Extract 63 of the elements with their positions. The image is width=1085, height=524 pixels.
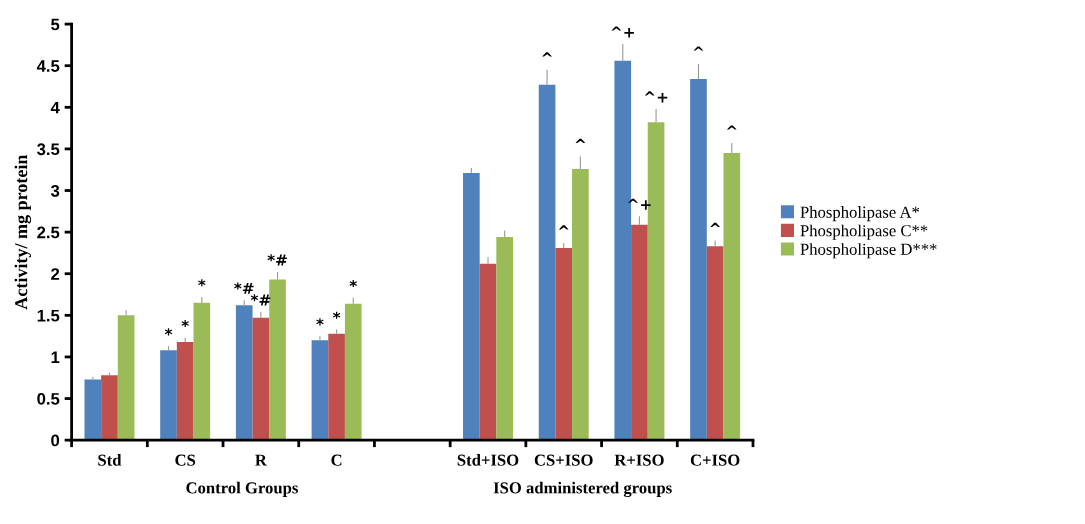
bar [193, 302, 211, 441]
bar [160, 350, 177, 441]
data-label: * [164, 328, 173, 336]
y-tick-label: 4 [50, 101, 60, 114]
data-label: * [332, 311, 341, 319]
y-tick-label: 0.5 [37, 392, 60, 405]
bar [311, 340, 329, 441]
bar [328, 333, 345, 441]
legend-label: Phospholipase D*** [800, 243, 937, 259]
data-label: ^ [693, 46, 704, 51]
y-tick-label: 1 [51, 351, 60, 363]
bar [252, 317, 270, 441]
data-label: ^ [558, 225, 569, 230]
data-label: ^+ [644, 91, 668, 103]
y-axis-title: Activity/ mg protein [14, 154, 32, 310]
bar [84, 379, 102, 441]
bar [555, 247, 573, 441]
data-label: ^ [726, 125, 737, 130]
x-tick-label: R [255, 454, 268, 466]
bar [690, 79, 707, 441]
data-label: *# [234, 282, 254, 294]
y-tick-label: 4.5 [36, 60, 60, 72]
bar [344, 303, 362, 441]
bar [723, 153, 741, 441]
data-label: * [181, 319, 189, 328]
y-tick-label: 3.5 [37, 143, 60, 156]
x-tick-label: CS [175, 454, 196, 466]
data-label: * [316, 318, 324, 326]
x-tick-label: Std [98, 454, 122, 466]
x-tick-label: C+ISO [690, 454, 740, 466]
data-label: ^ [710, 222, 720, 227]
data-label: ^ [542, 52, 552, 57]
data-label: *# [267, 254, 287, 266]
bar [706, 246, 724, 441]
x-tick-label: R+ISO [614, 454, 664, 466]
y-tick-label: 3 [50, 184, 60, 197]
bar [117, 315, 135, 441]
bar [479, 263, 497, 441]
x-tick-label: CS+ISO [534, 454, 593, 466]
bar [269, 279, 286, 441]
y-tick-label: 1.5 [37, 309, 60, 322]
bar [463, 173, 480, 441]
y-tick-label: 0 [51, 434, 60, 447]
x-tick-label: C [331, 454, 342, 466]
data-label: ^+ [611, 26, 634, 38]
bar [538, 84, 556, 441]
text: Control Groups [186, 481, 298, 497]
bar [176, 341, 194, 441]
bar [101, 375, 118, 441]
data-label: * [198, 279, 206, 287]
text: ISO administered groups [493, 481, 672, 498]
data-label: * [349, 280, 357, 288]
y-tick-label: 5 [51, 18, 60, 31]
bar [235, 305, 253, 441]
y-tick-label: 2 [51, 268, 60, 280]
bar [572, 168, 589, 441]
legend-label: Phospholipase C** [800, 224, 928, 240]
legend-label: Phospholipase A* [800, 206, 920, 222]
bar [631, 224, 648, 441]
x-tick-label: Std+ISO [457, 454, 519, 466]
data-label: ^ [575, 138, 586, 143]
y-tick-label: 2.5 [37, 226, 60, 239]
bar [496, 237, 513, 441]
